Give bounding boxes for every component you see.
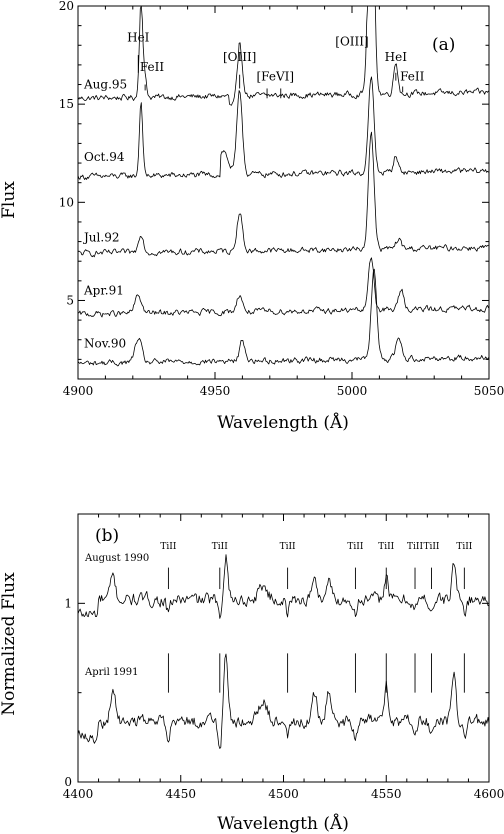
panel-b-tiII-label: TiII — [347, 542, 363, 552]
panel-b-series-1 — [77, 653, 490, 749]
panel-a-ytick-label: 5 — [66, 293, 74, 307]
panel-a-annotation: FeII — [140, 60, 165, 74]
panel-b-xlabel: Wavelength (Å) — [217, 813, 349, 834]
panel-b-xtick-label: 4450 — [165, 787, 196, 801]
panel-b-tiII-label: TiII — [456, 542, 472, 552]
panel-a-ylabel: Flux — [0, 181, 19, 219]
panel-a-ytick-label: 20 — [59, 0, 74, 13]
panel-a-series-label: Apr.91 — [83, 284, 124, 298]
panel-a-xtick-label: 5000 — [337, 384, 368, 398]
panel-a-xlabel: Wavelength (Å) — [217, 412, 349, 433]
panel-a-annotation: [OIII] — [223, 50, 256, 64]
panel-a-series-0 — [77, 5, 489, 106]
panel-b: Normalized Flux Wavelength (Å) (b) Augus… — [0, 513, 504, 834]
panel-a-annotation: HeI — [127, 30, 150, 44]
panel-a-annotation: [OIII] — [335, 34, 368, 48]
panel-a: Flux Wavelength (Å) (a) Aug.95 Oct.94 Jul.… — [0, 0, 504, 433]
panel-b-ytick-label: 0 — [64, 775, 72, 789]
panel-a-annotation: FeII — [400, 70, 425, 84]
panel-a-ytick-label: 15 — [59, 97, 74, 111]
panel-b-series-0 — [77, 554, 490, 619]
panel-a-series-label: Nov.90 — [84, 337, 126, 351]
panel-b-tiII-label: TiII — [423, 542, 439, 552]
panel-b-ytick-label: 1 — [64, 596, 72, 610]
panel-a-frame — [77, 5, 490, 380]
panel-b-xtick-label: 4400 — [63, 787, 94, 801]
panel-b-frame — [77, 513, 490, 783]
panel-a-series-label: Oct.94 — [84, 150, 125, 164]
panel-a-annotation: [FeVI] — [257, 70, 295, 84]
panel-a-series-4 — [77, 268, 489, 367]
panel-a-xtick-label: 4950 — [200, 384, 231, 398]
panel-b-ylabel: Normalized Flux — [0, 572, 19, 716]
panel-a-xtick-label: 5050 — [474, 384, 504, 398]
panel-a-series-label: Aug.95 — [83, 78, 127, 92]
panel-b-xtick-label: 4500 — [268, 787, 299, 801]
panel-b-tiII-label: TiII — [407, 542, 423, 552]
panel-b-tiII-label: TiII — [160, 542, 176, 552]
panel-b-xtick-label: 4550 — [371, 787, 402, 801]
panel-b-series-label: April 1991 — [84, 667, 138, 678]
panel-a-series-1 — [77, 76, 489, 181]
panel-a-series-2 — [77, 131, 489, 258]
panel-a-label: (a) — [432, 35, 455, 55]
panel-a-series-label: Jul.92 — [82, 231, 119, 245]
panel-b-series-label: August 1990 — [84, 553, 149, 564]
panel-b-tiII-label: TiII — [212, 542, 228, 552]
panel-a-xtick-label: 4900 — [63, 384, 94, 398]
panel-a-series-3 — [77, 257, 489, 318]
panel-b-label: (b) — [95, 526, 119, 546]
panel-a-ytick-label: 10 — [59, 195, 74, 209]
panel-b-tiII-label: TiII — [280, 542, 296, 552]
panel-b-xtick-label: 4600 — [474, 787, 504, 801]
panel-a-annotation: HeI — [385, 50, 408, 64]
panel-b-tiII-label: TiII — [378, 542, 394, 552]
